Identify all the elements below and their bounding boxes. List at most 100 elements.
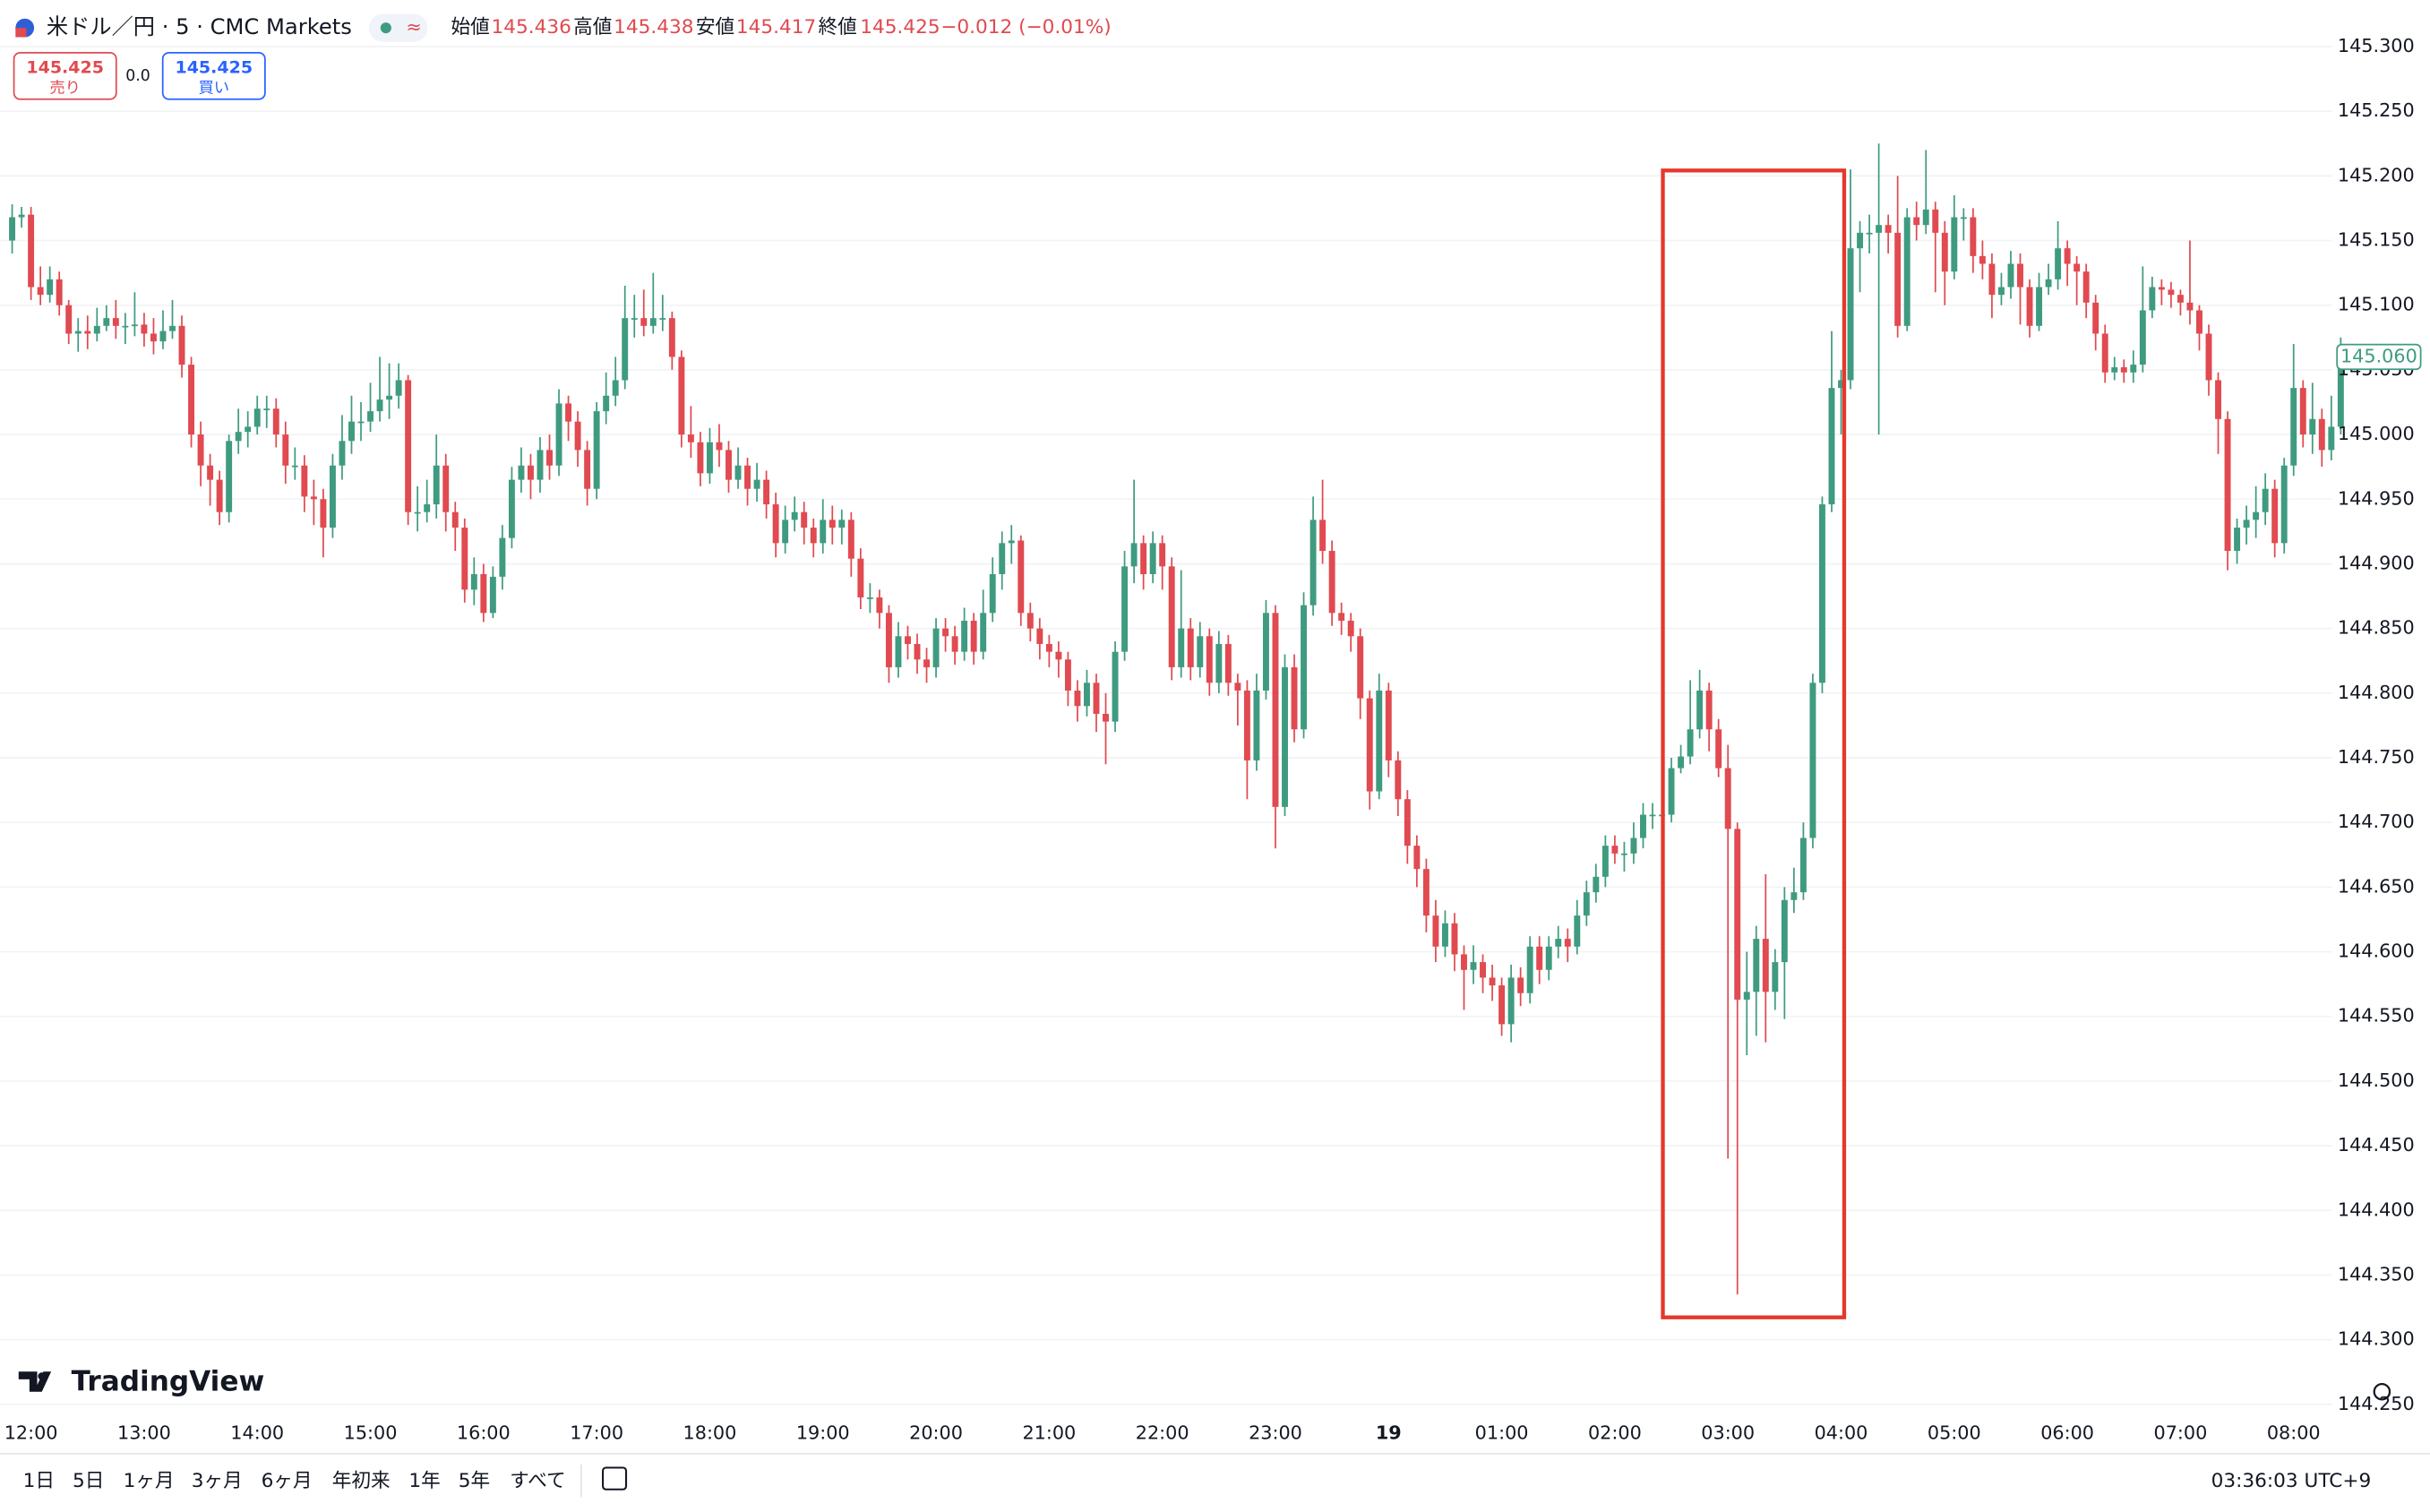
y-tick-label: 144.950 <box>2338 487 2415 509</box>
candle-body <box>2309 418 2316 435</box>
candle-body <box>2224 418 2231 552</box>
candle-body <box>150 333 157 342</box>
candle-body <box>2234 528 2241 552</box>
candle-body <box>2158 287 2165 290</box>
x-tick-label: 08:00 <box>2267 1422 2321 1443</box>
candle-body <box>593 411 600 489</box>
candle-body <box>876 597 883 614</box>
candle-body <box>310 496 317 500</box>
buy-button-frame[interactable] <box>161 51 266 100</box>
candle-body <box>612 380 619 396</box>
candle-body <box>2177 295 2184 303</box>
range-button[interactable]: 年初来 <box>332 1470 391 1492</box>
close-value: 145.425 <box>860 16 940 39</box>
candle-body <box>2318 418 2325 451</box>
candle-body <box>291 465 298 468</box>
range-button[interactable]: 1日 <box>23 1470 55 1492</box>
candle-body <box>1480 962 1486 978</box>
candle-body <box>301 465 308 497</box>
candle-body <box>2045 279 2052 288</box>
candle-body <box>1922 209 1929 226</box>
sell-button[interactable]: 145.425 売り <box>13 51 117 100</box>
high-label: 高値 <box>573 16 612 39</box>
flag-icon <box>15 28 27 38</box>
buy-label[interactable]: 買い <box>198 80 229 98</box>
range-button[interactable]: 5年 <box>459 1470 490 1492</box>
range-button[interactable]: すべて <box>510 1470 565 1492</box>
candle-body <box>1498 985 1506 1025</box>
sell-label[interactable]: 売り <box>49 80 81 98</box>
candle-body <box>263 408 270 410</box>
settings-icon[interactable] <box>2373 1382 2391 1401</box>
candle-body <box>1045 643 1052 652</box>
candle-body <box>245 426 252 433</box>
close-label: 終値 <box>819 16 857 39</box>
candle-body <box>1979 255 1986 264</box>
y-tick-label: 144.900 <box>2338 552 2415 573</box>
candle-body <box>2082 271 2090 303</box>
candle-body <box>1376 690 1383 792</box>
range-button[interactable]: 5日 <box>73 1470 104 1492</box>
candle-body <box>1234 683 1241 691</box>
candle-body <box>197 434 204 466</box>
candle-body <box>2186 302 2194 311</box>
candle-body <box>376 399 383 412</box>
range-button[interactable]: 1年 <box>408 1470 440 1492</box>
buy-price[interactable]: 145.425 <box>175 58 253 78</box>
candle-body <box>603 395 610 412</box>
candle-body <box>386 395 393 400</box>
candle-body <box>122 325 129 328</box>
x-tick-label: 06:00 <box>2040 1422 2094 1443</box>
spread: 0.0 <box>125 67 150 85</box>
candle-body <box>1470 962 1477 970</box>
candle-body <box>178 325 185 365</box>
candle-body <box>1008 540 1015 544</box>
date-range-icon[interactable] <box>602 1466 628 1491</box>
candle-body <box>2196 310 2202 334</box>
y-tick-label: 144.450 <box>2338 1134 2415 1155</box>
candle-body <box>1461 954 1467 970</box>
candle-body <box>424 504 431 512</box>
candle-body <box>1772 962 1779 992</box>
candle-body <box>2074 263 2081 272</box>
range-button[interactable]: 6ヶ月 <box>262 1470 313 1492</box>
candle-body <box>1489 977 1496 986</box>
candle-body <box>2215 380 2221 419</box>
sell-button-frame[interactable] <box>13 51 117 100</box>
candle-body <box>216 479 223 512</box>
candle-body <box>1291 666 1298 730</box>
buy-button[interactable]: 145.425 買い <box>161 51 266 100</box>
candle-body <box>2007 263 2014 288</box>
candle-body <box>1093 683 1100 714</box>
candle-body <box>2168 289 2175 296</box>
candle-body <box>961 620 968 652</box>
candle-body <box>489 576 496 614</box>
candle-body <box>753 479 760 489</box>
candle-body <box>1743 992 1750 1000</box>
logo-icon <box>38 1372 47 1380</box>
y-tick-label: 144.600 <box>2338 941 2415 962</box>
candle-body <box>1243 690 1250 760</box>
x-tick-label: 18:00 <box>683 1422 737 1443</box>
candle-body <box>1857 232 1864 249</box>
candle-body <box>1536 946 1543 970</box>
candle-body <box>537 450 544 480</box>
candle-body <box>508 479 515 538</box>
candle-body <box>28 214 35 288</box>
candle-body <box>1799 838 1807 893</box>
candle-body <box>1319 520 1327 552</box>
candle-body <box>565 403 572 422</box>
candle-body <box>726 450 732 480</box>
range-button[interactable]: 3ヶ月 <box>192 1470 243 1492</box>
candle-body <box>84 331 91 334</box>
candle-body <box>763 479 770 505</box>
candle-body <box>1790 892 1798 900</box>
range-button[interactable]: 1ヶ月 <box>124 1470 175 1492</box>
candle-body <box>1574 915 1581 947</box>
candle-body <box>1932 209 1939 233</box>
candle-body <box>1894 232 1902 326</box>
y-tick-label: 144.500 <box>2338 1070 2415 1091</box>
candle-body <box>1036 628 1043 644</box>
sell-price[interactable]: 145.425 <box>26 58 104 78</box>
